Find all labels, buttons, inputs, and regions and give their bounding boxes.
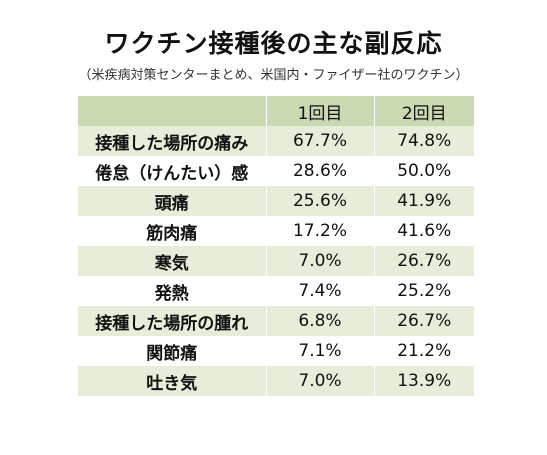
dose2-value: 41.6% [374,216,474,246]
table-row: 接種した場所の痛み 67.7% 74.8% [78,126,474,156]
table-row: 寒気 7.0% 26.7% [78,246,474,276]
table-row: 接種した場所の腫れ 6.8% 26.7% [78,306,474,336]
dose1-value: 6.8% [266,306,375,336]
table-header-row: 1回目 2回目 [78,96,474,126]
row-label: 頭痛 [78,186,267,216]
dose1-value: 7.0% [266,246,375,276]
dose1-value: 17.2% [266,216,375,246]
table-row: 筋肉痛 17.2% 41.6% [78,216,474,246]
header-cell-dose1: 1回目 [266,96,375,126]
dose2-value: 25.2% [374,276,474,306]
dose1-value: 7.0% [266,366,375,396]
row-label: 関節痛 [78,336,267,366]
row-label: 接種した場所の痛み [78,126,267,156]
row-label: 寒気 [78,246,267,276]
row-label: 接種した場所の腫れ [78,306,267,336]
table-row: 倦怠（けんたい）感 28.6% 50.0% [78,156,474,186]
dose1-value: 25.6% [266,186,375,216]
row-label: 倦怠（けんたい）感 [78,156,267,186]
row-label: 筋肉痛 [78,216,267,246]
side-effects-table: 1回目 2回目 接種した場所の痛み 67.7% 74.8% 倦怠（けんたい）感 28.6… [78,96,474,396]
row-label: 発熱 [78,276,267,306]
dose2-value: 26.7% [374,246,474,276]
chart-subtitle: （米疾病対策センターまとめ、米国内・ファイザー社のワクチン） [78,68,469,83]
dose1-value: 28.6% [266,156,375,186]
dose2-value: 50.0% [374,156,474,186]
header-cell-dose2: 2回目 [374,96,474,126]
table-body: 接種した場所の痛み 67.7% 74.8% 倦怠（けんたい）感 28.6% 50.0% 頭痛… [78,126,474,396]
dose2-value: 13.9% [374,366,474,396]
header-cell-name [78,96,267,126]
dose2-value: 41.9% [374,186,474,216]
table-row: 関節痛 7.1% 21.2% [78,336,474,366]
table-row: 頭痛 25.6% 41.9% [78,186,474,216]
dose2-value: 74.8% [374,126,474,156]
dose2-value: 21.2% [374,336,474,366]
table-row: 発熱 7.4% 25.2% [78,276,474,306]
row-label: 吐き気 [78,366,267,396]
dose1-value: 67.7% [266,126,375,156]
table-row: 吐き気 7.0% 13.9% [78,366,474,396]
dose1-value: 7.1% [266,336,375,366]
dose2-value: 26.7% [374,306,474,336]
dose1-value: 7.4% [266,276,375,306]
chart-title: ワクチン接種後の主な副反応 [104,29,443,58]
